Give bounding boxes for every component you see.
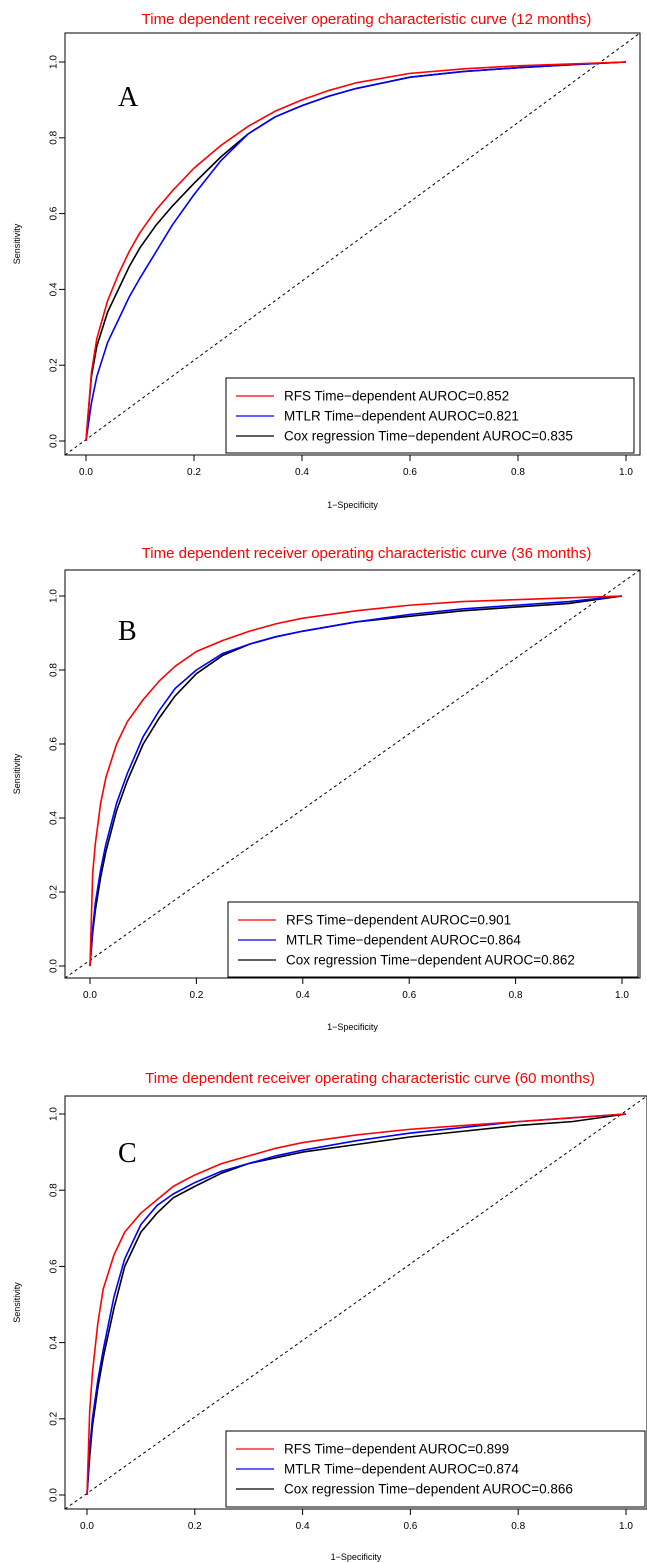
y-tick-label: 0.8 bbox=[49, 663, 60, 677]
x-tick-label: 0.0 bbox=[83, 990, 97, 1001]
x-tick-label: 0.0 bbox=[79, 467, 93, 478]
y-tick-label: 0.2 bbox=[49, 885, 60, 899]
y-tick-label: 0.6 bbox=[49, 1259, 60, 1273]
series-line-rfs bbox=[85, 61, 627, 442]
x-tick-label: 0.0 bbox=[80, 1521, 94, 1532]
legend-box bbox=[225, 1430, 646, 1508]
series-line-mtlr bbox=[85, 61, 627, 442]
chart-panel-C: Time dependent receiver operating charac… bbox=[12, 1070, 647, 1562]
x-tick-label: 0.2 bbox=[188, 1521, 202, 1532]
x-tick-label: 0.8 bbox=[511, 467, 525, 478]
legend: RFS Time−dependent AUROC=0.899 MTLR Time−… bbox=[225, 1430, 646, 1508]
series-line-cox bbox=[89, 595, 623, 967]
y-tick-label: 0.0 bbox=[49, 959, 60, 973]
x-tick-label: 0.8 bbox=[509, 990, 523, 1001]
x-tick-label: 0.2 bbox=[187, 467, 201, 478]
x-tick-label: 0.4 bbox=[295, 467, 309, 478]
panel-label: B bbox=[118, 616, 137, 647]
series-line-cox bbox=[86, 1113, 627, 1496]
legend: RFS Time−dependent AUROC=0.852 MTLR Time−… bbox=[225, 377, 635, 454]
x-tick-label: 0.4 bbox=[296, 990, 310, 1001]
y-axis-label: Sensitivity bbox=[12, 1282, 22, 1323]
x-tick-label: 0.8 bbox=[511, 1521, 525, 1532]
legend-label: MTLR Time−dependent AUROC=0.874 bbox=[284, 1462, 519, 1477]
y-tick-label: 0.4 bbox=[49, 1335, 60, 1349]
x-tick-label: 0.6 bbox=[403, 467, 417, 478]
legend-box bbox=[225, 377, 635, 454]
reference-diagonal bbox=[64, 32, 641, 456]
plot-frame bbox=[64, 569, 641, 979]
legend-box bbox=[227, 901, 639, 978]
series-line-rfs bbox=[89, 595, 623, 967]
x-tick-label: 0.6 bbox=[402, 990, 416, 1001]
y-tick-label: 0.0 bbox=[49, 434, 60, 448]
y-tick-label: 0.2 bbox=[49, 1411, 60, 1425]
legend-label: MTLR Time−dependent AUROC=0.864 bbox=[286, 933, 521, 948]
legend-label: Cox regression Time−dependent AUROC=0.86… bbox=[286, 953, 575, 968]
legend: RFS Time−dependent AUROC=0.901 MTLR Time−… bbox=[227, 901, 639, 978]
y-tick-label: 0.6 bbox=[49, 206, 60, 220]
x-tick-label: 1.0 bbox=[615, 990, 629, 1001]
y-tick-label: 0.2 bbox=[49, 358, 60, 372]
chart-title: Time dependent receiver operating charac… bbox=[142, 11, 592, 28]
legend-label: Cox regression Time−dependent AUROC=0.83… bbox=[284, 429, 573, 444]
panel-label: A bbox=[118, 82, 139, 113]
x-tick-label: 0.4 bbox=[296, 1521, 310, 1532]
chart-panel-A: Time dependent receiver operating charac… bbox=[12, 11, 641, 510]
chart-title: Time dependent receiver operating charac… bbox=[145, 1070, 595, 1087]
y-axis-label: Sensitivity bbox=[12, 753, 22, 794]
y-tick-label: 1.0 bbox=[49, 589, 60, 603]
legend-label: Cox regression Time−dependent AUROC=0.86… bbox=[284, 1482, 573, 1497]
x-tick-label: 0.6 bbox=[403, 1521, 417, 1532]
legend-label: RFS Time−dependent AUROC=0.899 bbox=[284, 1442, 509, 1457]
x-tick-label: 1.0 bbox=[619, 1521, 633, 1532]
panel-label: C bbox=[118, 1138, 137, 1169]
x-axis-label: 1−Specificity bbox=[331, 1552, 382, 1562]
y-tick-label: 0.4 bbox=[49, 282, 60, 296]
legend-label: RFS Time−dependent AUROC=0.852 bbox=[284, 389, 509, 404]
reference-diagonal bbox=[64, 1095, 647, 1510]
x-axis-label: 1−Specificity bbox=[327, 1022, 378, 1032]
plot-frame bbox=[64, 1095, 647, 1510]
y-axis-label: Sensitivity bbox=[12, 223, 22, 264]
y-tick-label: 0.8 bbox=[49, 130, 60, 144]
y-tick-label: 1.0 bbox=[49, 1107, 60, 1121]
plot-frame bbox=[64, 32, 641, 456]
chart-panel-B: Time dependent receiver operating charac… bbox=[12, 545, 641, 1032]
y-tick-label: 0.4 bbox=[49, 811, 60, 825]
x-tick-label: 1.0 bbox=[619, 467, 633, 478]
y-tick-label: 0.0 bbox=[49, 1488, 60, 1502]
legend-label: MTLR Time−dependent AUROC=0.821 bbox=[284, 409, 519, 424]
series-line-mtlr bbox=[86, 1113, 627, 1496]
chart-title: Time dependent receiver operating charac… bbox=[142, 545, 592, 562]
series-line-rfs bbox=[86, 1113, 627, 1496]
y-tick-label: 1.0 bbox=[49, 55, 60, 69]
series-line-mtlr bbox=[89, 595, 623, 967]
legend-label: RFS Time−dependent AUROC=0.901 bbox=[286, 913, 511, 928]
x-axis-label: 1−Specificity bbox=[327, 500, 378, 510]
x-tick-label: 0.2 bbox=[189, 990, 203, 1001]
y-tick-label: 0.6 bbox=[49, 737, 60, 751]
y-tick-label: 0.8 bbox=[49, 1183, 60, 1197]
